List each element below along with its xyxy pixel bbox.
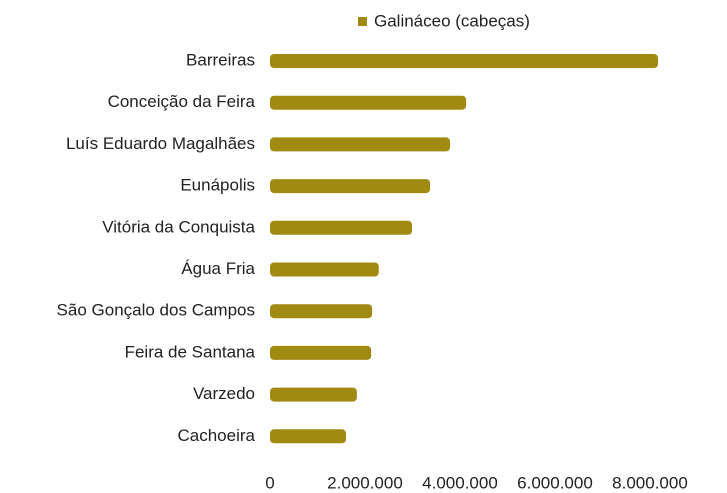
y-tick-label: Feira de Santana bbox=[125, 342, 256, 361]
y-tick-label: Conceição da Feira bbox=[108, 92, 256, 111]
y-tick-label: Água Fria bbox=[181, 259, 255, 278]
bar bbox=[270, 262, 379, 277]
y-tick-label: Vitória da Conquista bbox=[102, 217, 255, 236]
legend-marker bbox=[358, 17, 367, 26]
y-tick-label: São Gonçalo dos Campos bbox=[57, 301, 255, 320]
bar bbox=[270, 387, 357, 402]
x-tick-label: 0 bbox=[265, 473, 274, 492]
x-tick-label: 2.000.000 bbox=[327, 473, 403, 492]
bar bbox=[270, 220, 413, 235]
bar bbox=[270, 95, 467, 110]
y-tick-label: Eunápolis bbox=[180, 176, 255, 195]
y-tick-label: Varzedo bbox=[193, 384, 255, 403]
bar bbox=[270, 345, 372, 360]
y-tick-label: Luís Eduardo Magalhães bbox=[66, 134, 255, 153]
x-tick-label: 6.000.000 bbox=[517, 473, 593, 492]
bar bbox=[270, 304, 373, 319]
y-tick-label: Barreiras bbox=[186, 50, 255, 69]
x-tick-label: 4.000.000 bbox=[422, 473, 498, 492]
legend-label: Galináceo (cabeças) bbox=[374, 11, 530, 30]
bar bbox=[270, 137, 451, 152]
bar bbox=[270, 429, 346, 444]
bar bbox=[270, 54, 659, 68]
x-tick-label: 8.000.000 bbox=[612, 473, 688, 492]
bar bbox=[270, 179, 431, 194]
y-tick-label: Cachoeira bbox=[178, 426, 256, 445]
